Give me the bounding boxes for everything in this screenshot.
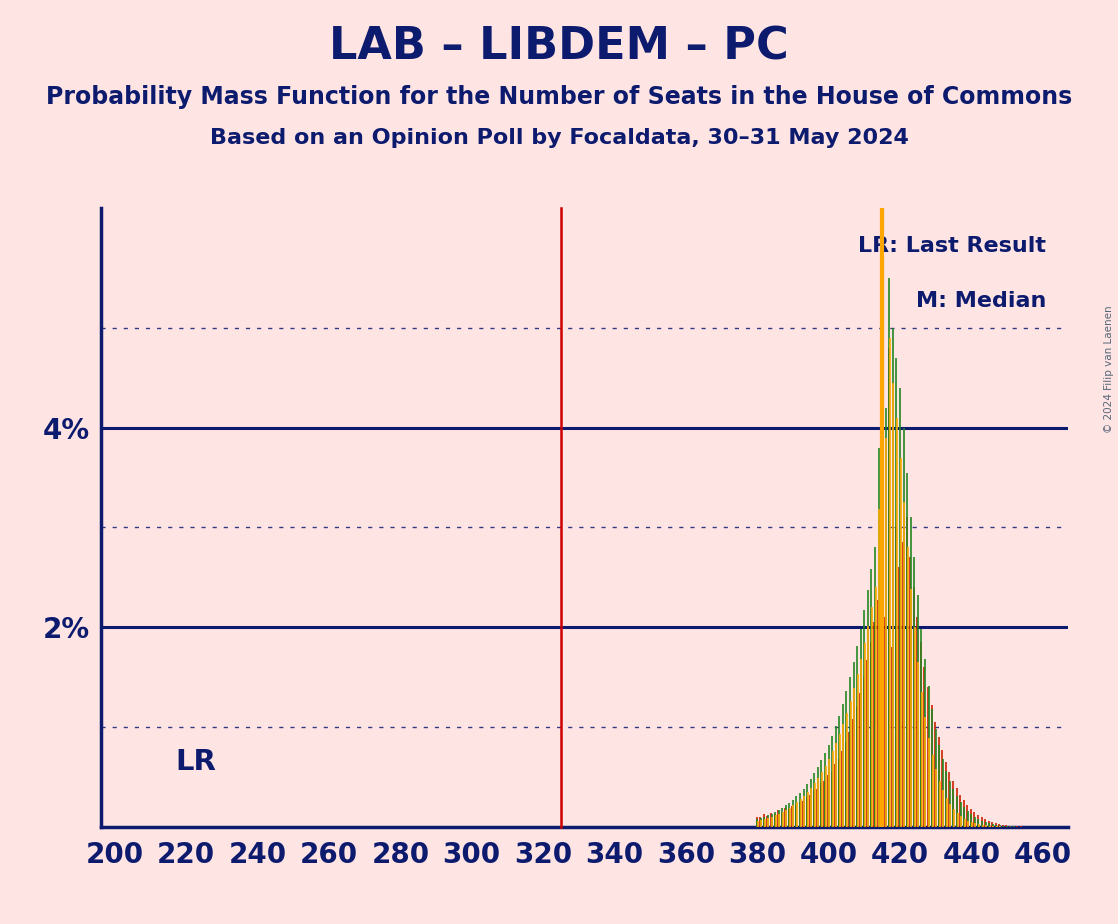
Text: LR: Last Result: LR: Last Result [859, 236, 1046, 256]
Text: LAB – LIBDEM – PC: LAB – LIBDEM – PC [329, 26, 789, 69]
Text: M: Median: M: Median [916, 291, 1046, 311]
Text: Based on an Opinion Poll by Focaldata, 30–31 May 2024: Based on an Opinion Poll by Focaldata, 3… [209, 128, 909, 149]
Text: LR: LR [176, 748, 217, 776]
Text: Probability Mass Function for the Number of Seats in the House of Commons: Probability Mass Function for the Number… [46, 85, 1072, 109]
Text: © 2024 Filip van Laenen: © 2024 Filip van Laenen [1105, 306, 1114, 433]
